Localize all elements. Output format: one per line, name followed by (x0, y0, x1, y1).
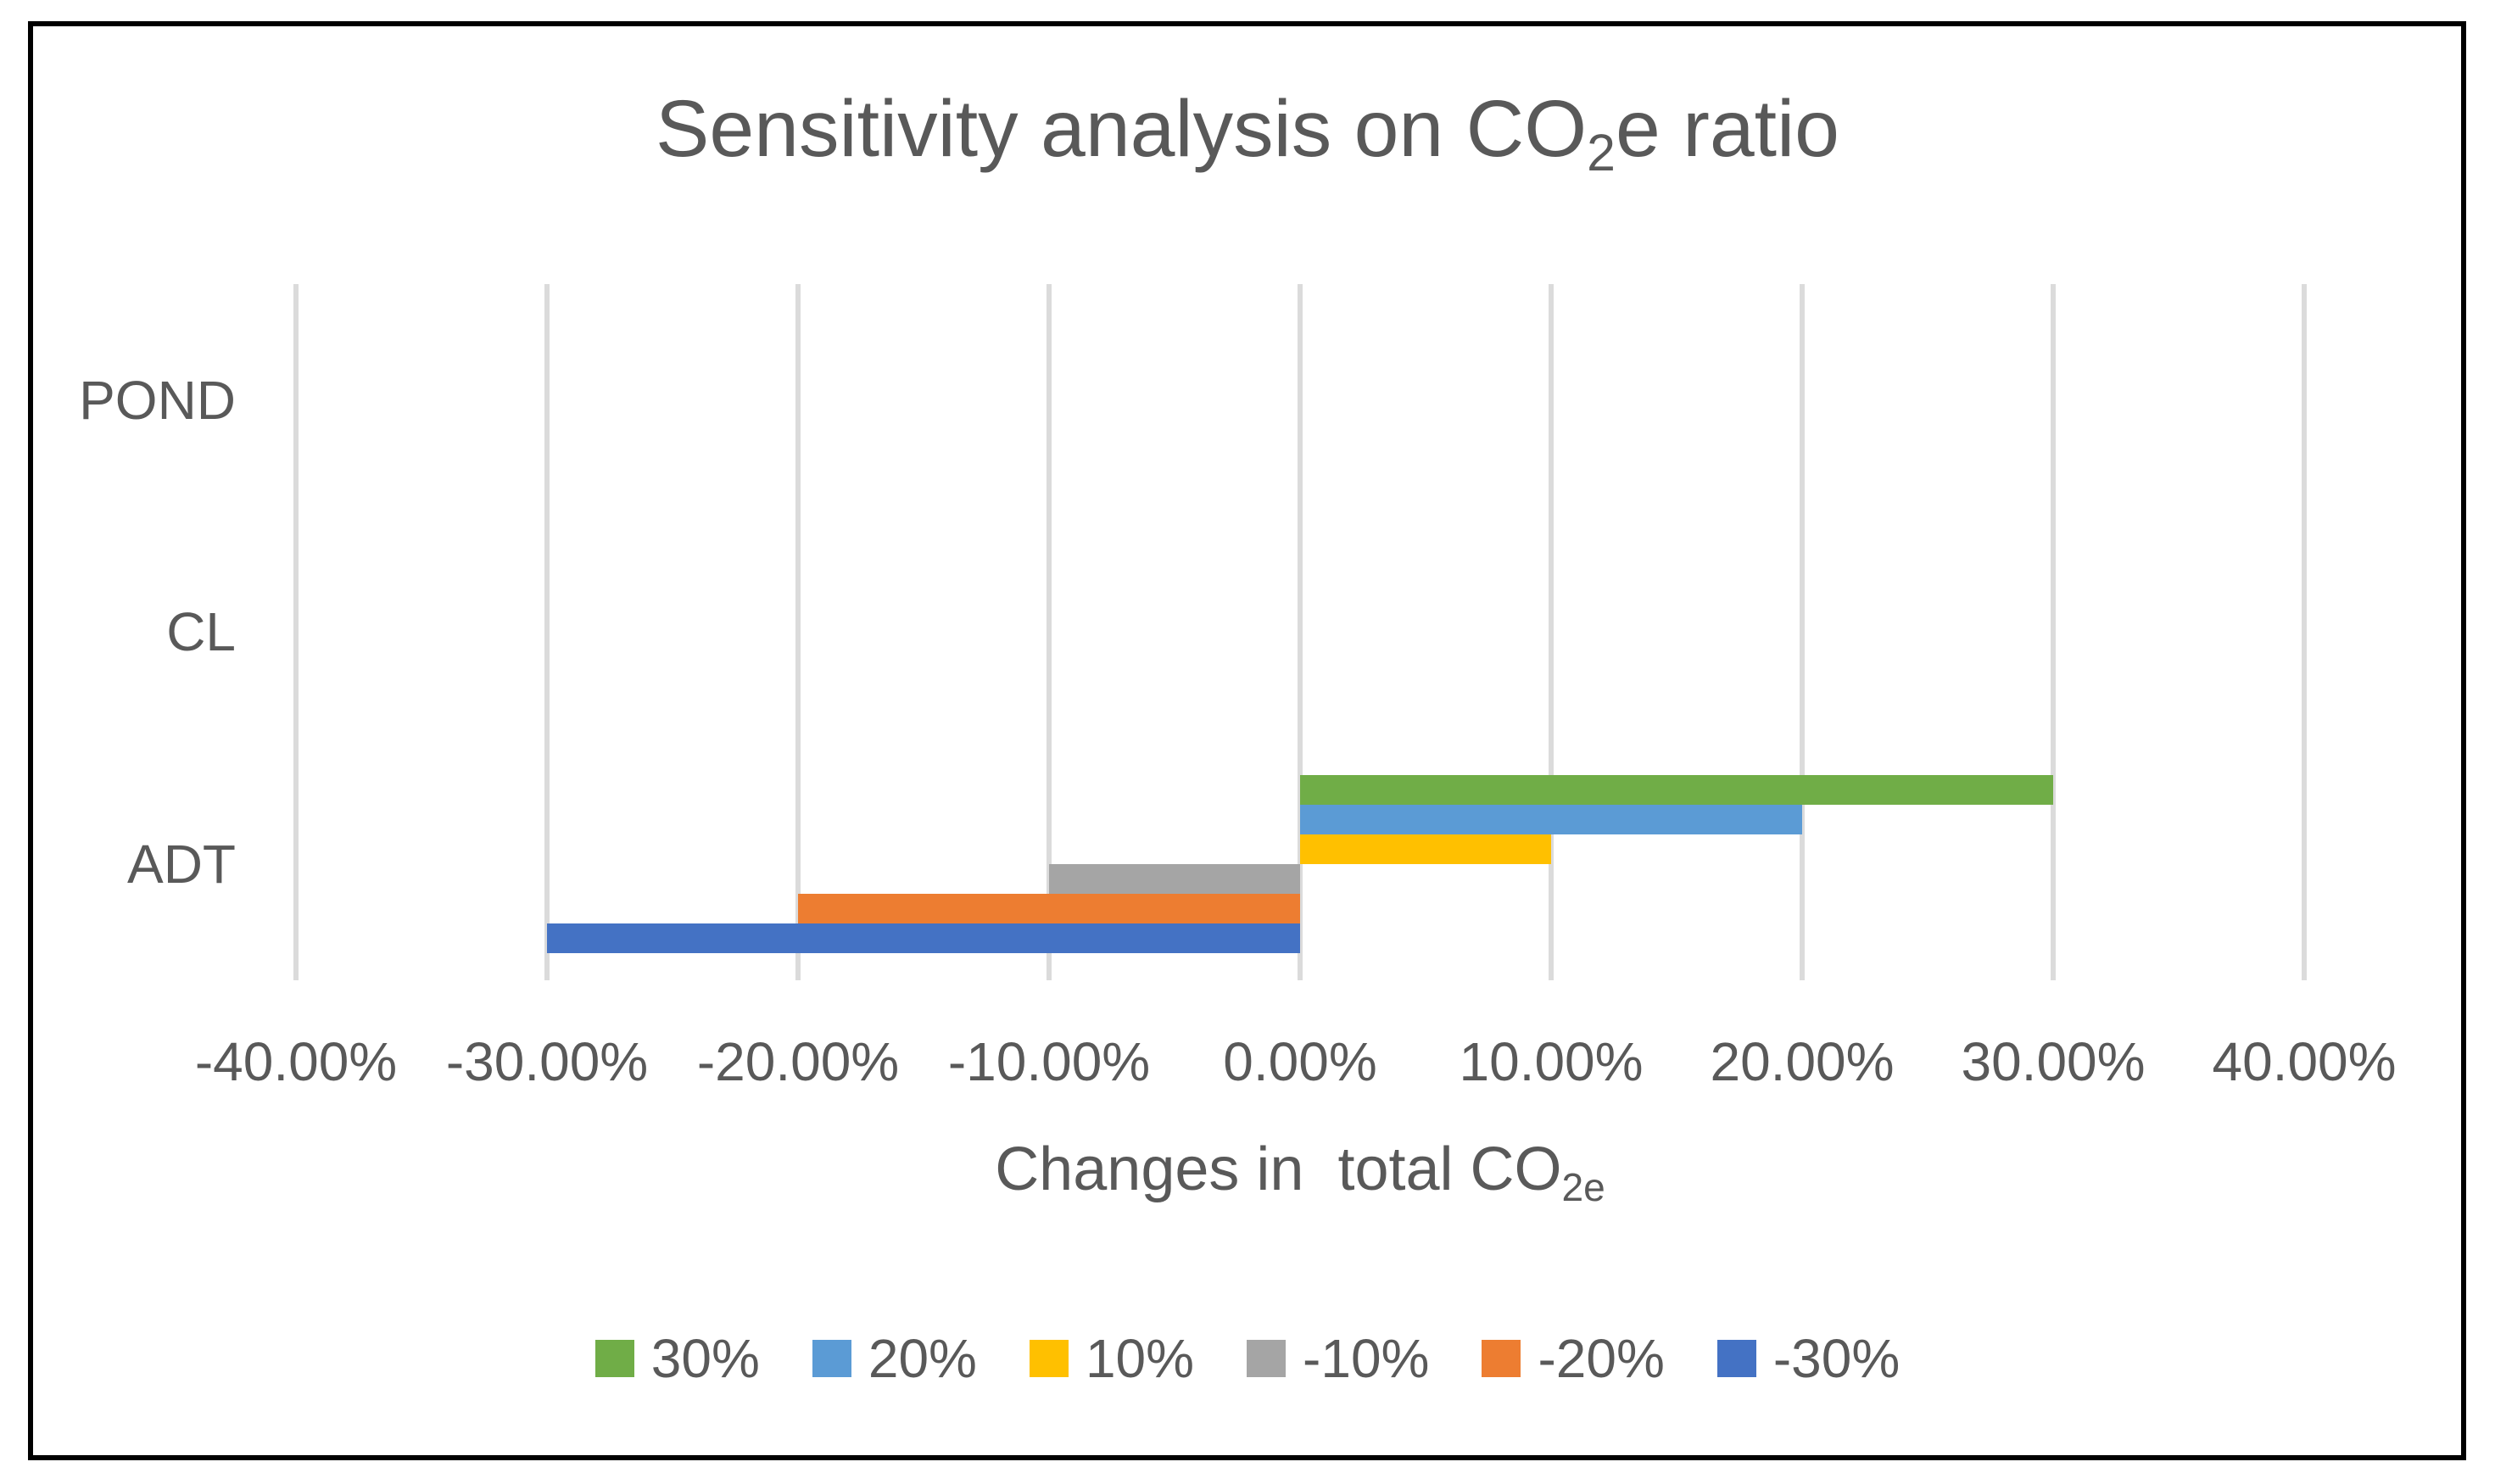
gridline (1549, 284, 1554, 980)
gridline (2051, 284, 2056, 980)
gridline (1298, 284, 1303, 980)
gridline (293, 284, 299, 980)
gridline (795, 284, 801, 980)
legend-marker-10 (1029, 1340, 1069, 1377)
category-axis-labels: POND CL ADT (0, 284, 236, 980)
chart-title: Sensitivity analysis on CO2e ratio (0, 84, 2495, 179)
category-label-cl: CL (166, 601, 236, 663)
legend-marker-30 (594, 1340, 634, 1377)
legend-item-20: 20% (812, 1327, 977, 1390)
legend-marker-neg-20 (1482, 1340, 1521, 1377)
legend: 30% 20% 10% -10% -20% -30% (0, 1325, 2495, 1392)
legend-item-30: 30% (594, 1327, 760, 1390)
value-axis-tick-labels: -40.00% -30.00% -20.00% -10.00% 0.00% 10.00% 2… (195, 1030, 2397, 1098)
chart-title-text: Sensitivity analysis on CO (655, 84, 1588, 174)
bar-adt-30 (1300, 775, 2053, 806)
category-label-pond: POND (79, 369, 236, 431)
x-axis-title-text: Changes in total CO (995, 1135, 1562, 1203)
gridline (1047, 284, 1052, 980)
legend-label-neg-20: -20% (1538, 1328, 1665, 1389)
plot-area (293, 284, 2307, 980)
x-tick-label: 10.00% (1459, 1031, 1644, 1092)
legend-label-neg-30: -30% (1772, 1328, 1901, 1389)
x-tick-label: -40.00% (194, 1031, 398, 1092)
legend-item-10: 10% (1029, 1327, 1195, 1390)
legend-label-10: 10% (1085, 1328, 1195, 1389)
bar-adt-20 (1300, 805, 1802, 835)
gridline (2302, 284, 2307, 980)
x-axis-title: Changes in total CO2e (296, 1135, 2304, 1207)
legend-item-neg-30: -30% (1716, 1327, 1901, 1390)
x-tick-label: -30.00% (445, 1031, 649, 1092)
legend-marker-neg-10 (1247, 1340, 1287, 1377)
x-axis-title-subscript: 2e (1561, 1164, 1605, 1209)
chart-border (28, 21, 2466, 1460)
bar-adt-neg-20 (798, 894, 1300, 924)
x-tick-label: 0.00% (1223, 1031, 1377, 1092)
legend-item-neg-20: -20% (1482, 1327, 1665, 1390)
legend-marker-neg-30 (1716, 1340, 1756, 1377)
bar-adt-neg-10 (1049, 864, 1300, 895)
chart-title-text-end: e ratio (1615, 84, 1840, 174)
legend-label-20: 20% (868, 1328, 977, 1389)
gridline (1800, 284, 1805, 980)
bar-adt-neg-30 (547, 923, 1300, 954)
x-tick-label: -10.00% (947, 1031, 1151, 1092)
legend-label-neg-10: -10% (1303, 1328, 1430, 1389)
x-tick-label: 30.00% (1961, 1031, 2146, 1092)
x-tick-label: -20.00% (696, 1031, 900, 1092)
category-label-adt: ADT (127, 834, 236, 895)
x-tick-label: 40.00% (2212, 1031, 2397, 1092)
x-tick-label: 20.00% (1710, 1031, 1895, 1092)
legend-label-30: 30% (650, 1328, 760, 1389)
legend-item-neg-10: -10% (1247, 1327, 1429, 1390)
bar-adt-10 (1300, 834, 1551, 865)
chart-title-subscript: 2 (1587, 124, 1616, 182)
gridline (544, 284, 550, 980)
legend-marker-20 (812, 1340, 851, 1377)
